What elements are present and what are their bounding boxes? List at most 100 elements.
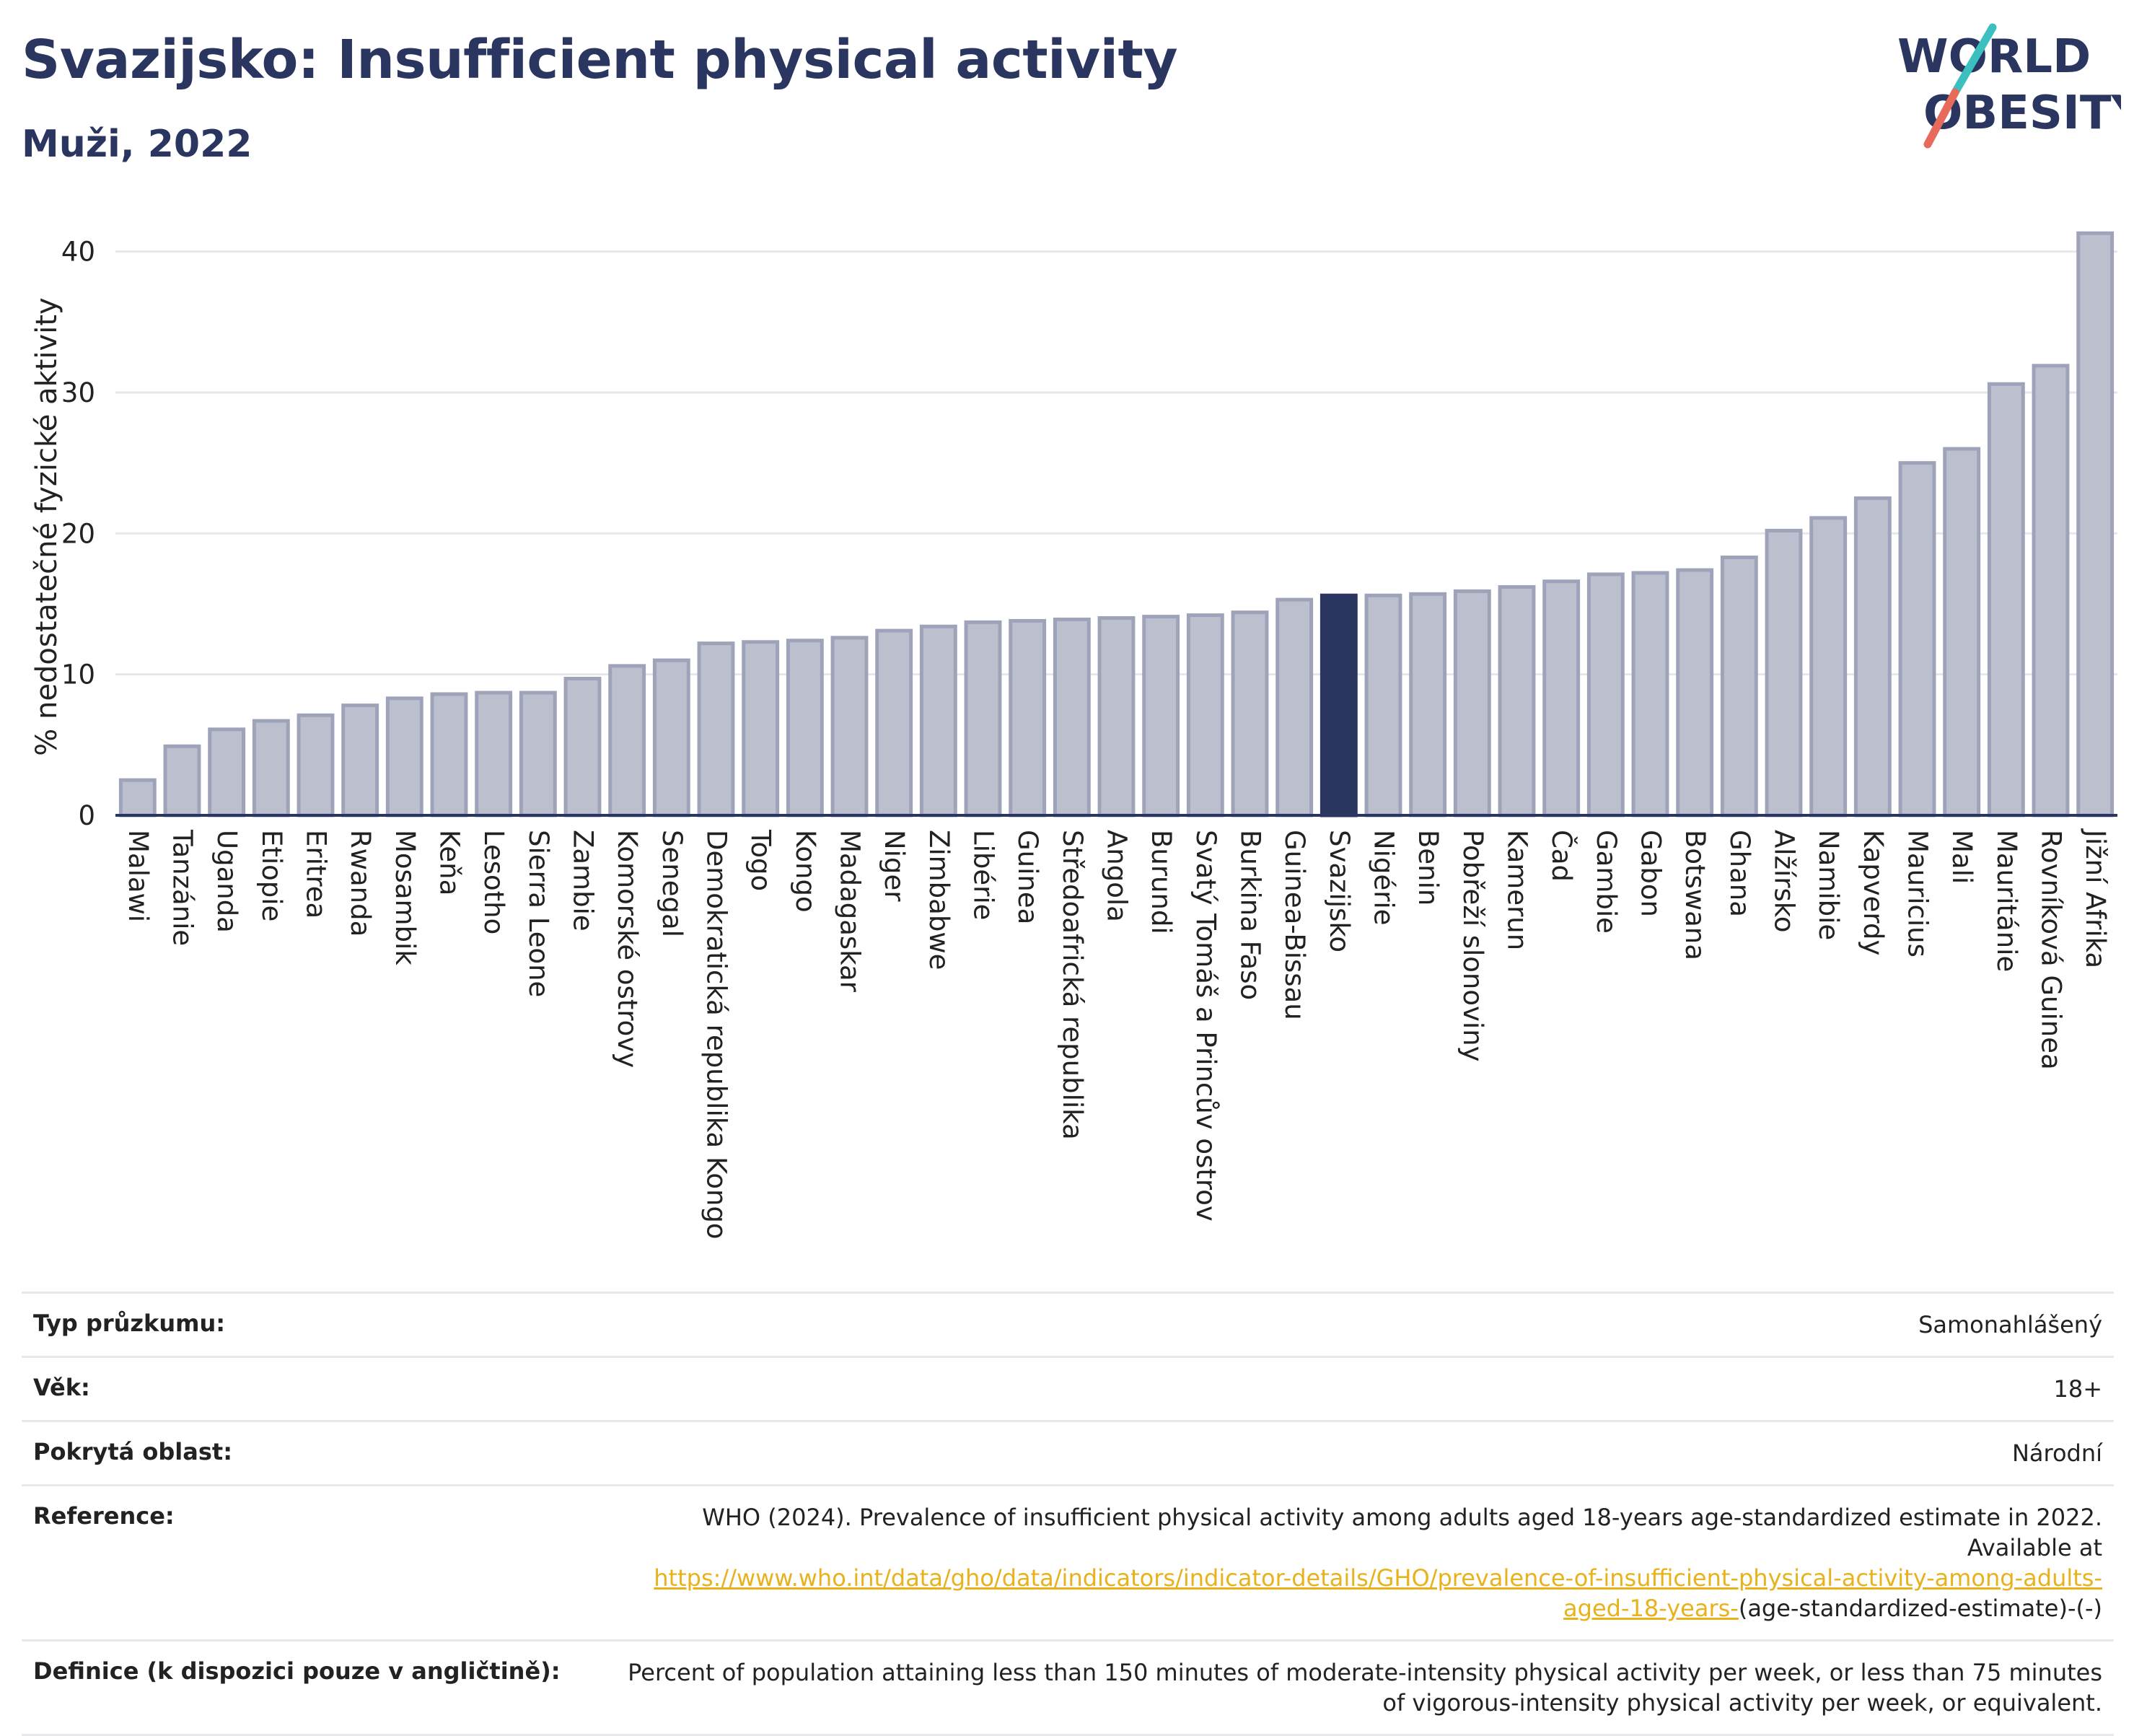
bar [430,692,468,817]
y-tick-label: 30 [61,377,95,408]
info-row: Věk: 18+ [22,1356,2114,1421]
bar [252,719,290,817]
x-tick-label: Zimbabwe [923,830,954,970]
info-label: Věk: [22,1356,593,1421]
x-tick-label: Gambie [1591,830,1622,934]
bar [1853,496,1892,817]
bar [1186,613,1224,817]
reference-text: WHO (2024). Prevalence of insufficient p… [702,1504,2102,1561]
bar [1097,616,1136,817]
x-tick-label: Uganda [211,830,242,933]
bar [697,641,735,817]
bar-chart: 0 10 20 30 40 % nedostatečné fyzické aktivity… [30,231,2117,1240]
x-tick-label: Komorské ostrovy [612,830,643,1068]
x-tick-label: Gabon [1635,830,1667,917]
info-label: Pokrytá oblast: [22,1420,593,1486]
y-tick-label: 0 [78,800,95,831]
bar [1142,615,1180,817]
bar [919,624,957,817]
x-tick-label: Jižní Afrika [2080,828,2111,968]
x-tick-label: Keňa [434,830,465,895]
x-tick-label: Kongo [790,830,821,913]
x-tick-label: Etiopie [256,830,287,921]
bar [1676,568,1714,817]
x-tick-label: Malawi [123,830,154,922]
bar [163,744,201,817]
info-row: Pokrytá oblast: Národní [22,1420,2114,1486]
bar [1364,593,1402,817]
bar [1631,571,1669,817]
bar [1943,447,1981,817]
x-tick-label: Kapverdy [1858,830,1889,955]
x-tick-label: Čad [1546,830,1578,882]
info-value: Samonahlášený [593,1292,2114,1357]
x-tick-label: Angola [1102,830,1133,922]
x-tick-label: Kamerun [1502,830,1533,950]
x-tick-label: Mauricius [1902,830,1933,957]
bar [1720,556,1758,817]
bar [786,639,824,817]
x-tick-label: Guinea [1012,830,1043,924]
bar [2076,231,2115,817]
y-tick-label: 40 [61,237,95,268]
bar [1898,461,1936,817]
info-row: Typ průzkumu: Samonahlášený [22,1292,2114,1357]
info-value: 18+ [593,1356,2114,1421]
x-tick-label: Demokratická republika Kongo [701,830,732,1240]
x-tick-label: Libérie [968,830,999,920]
x-tick-label: Ghana [1724,830,1755,917]
bar [1409,592,1447,817]
bar [1231,610,1269,817]
bar [1275,597,1314,817]
x-tick-label: Namibie [1813,830,1844,940]
x-tick-label: Lesotho [478,830,509,934]
reference-value: WHO (2024). Prevalence of insufficient p… [593,1484,2114,1641]
x-tick-label: Rwanda [345,830,376,937]
bar [1809,516,1848,817]
x-tick-label: Středoafrická republika [1057,830,1088,1140]
bar [1009,618,1047,817]
bar [608,664,646,817]
chart-title: Svazijsko: Insufficient physical activit… [22,29,1178,91]
bar [742,640,780,817]
x-tick-label: Guinea-Bissau [1279,830,1310,1020]
bar [1765,528,1803,817]
x-tick-label: Eritrea [301,830,332,919]
x-tick-label: Burundi [1146,830,1177,934]
bar [1053,617,1091,817]
y-tick-label: 10 [61,659,95,691]
bar [1586,572,1625,817]
chart-subtitle: Muži, 2022 [22,123,253,166]
x-tick-label: Alžírsko [1769,830,1800,933]
x-tick-label: Senegal [657,830,688,937]
x-tick-label: Botswana [1679,830,1711,960]
reference-link[interactable]: https://www.who.int/data/gho/data/indica… [654,1564,2102,1622]
x-tick-label: Zambie [568,830,599,931]
world-obesity-logo: WORLD OBESITY [1897,23,2121,149]
bar [2032,364,2070,817]
bar [1542,579,1581,817]
bar [964,620,1002,817]
bar [1320,593,1358,817]
info-value: Národní [593,1420,2114,1486]
bar [875,628,913,817]
x-tick-label: Mauritánie [1991,830,2022,972]
x-tick-label: Tanzánie [167,829,198,946]
info-row-reference: Reference: WHO (2024). Prevalence of ins… [22,1484,2114,1641]
bar [1453,589,1491,817]
bar [1498,585,1536,817]
x-tick-label: Sierra Leone [523,830,554,997]
reference-label: Reference: [22,1484,593,1641]
logo-slash-top [1951,23,1997,97]
x-tick-label: Madagaskar [835,830,866,993]
x-tick-label: Mosambik [390,830,421,965]
logo-line1: WORLD [1897,30,2091,84]
reference-text-after: (age-standardized-estimate)-(-) [1738,1595,2102,1622]
info-label: Typ průzkumu: [22,1292,593,1357]
x-tick-label: Nigérie [1369,830,1400,925]
definition-label: Definice (k dispozici pouze v angličtině… [22,1639,593,1736]
bar [1987,382,2025,817]
x-tick-label: Mali [1946,830,1977,884]
definition-value: Percent of population attaining less tha… [593,1639,2114,1736]
x-tick-label: Rovníková Guinea [2036,830,2067,1070]
